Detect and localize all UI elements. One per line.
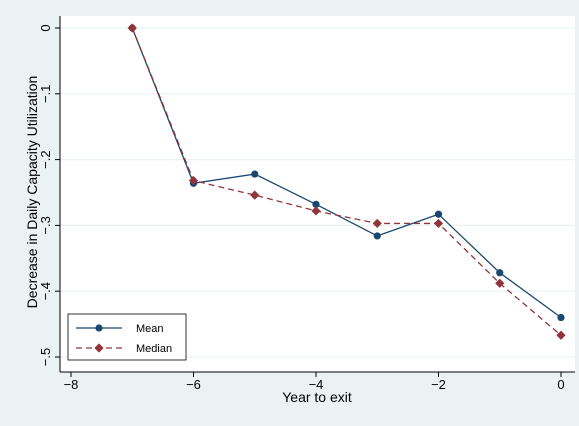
series-point-mean-5 <box>434 210 443 218</box>
x-tick-label-1: −6 <box>186 377 201 392</box>
series-point-median-2 <box>250 190 260 200</box>
y-tick-label-1: −.1 <box>38 85 53 103</box>
y-tick-label-3: −.3 <box>38 216 53 234</box>
y-tick-label-4: −.4 <box>38 282 53 300</box>
axes: 0 −.1 −.2 −.3 −.4 −.5 −8 −6 −4 −2 0 <box>38 16 575 392</box>
series-point-mean-2 <box>251 170 259 178</box>
series-point-mean-7 <box>557 313 565 322</box>
y-axis-label: Decrease in Daily Capacity Utilization <box>24 76 40 309</box>
series-point-median-7 <box>556 330 566 340</box>
y-tick-label-5: −.5 <box>38 348 53 366</box>
series-point-median-5 <box>433 218 444 229</box>
legend-marker-median <box>94 343 104 353</box>
x-tick-label-4: 0 <box>557 377 564 392</box>
x-tick-label-3: −2 <box>431 377 446 392</box>
y-tick-label-0: 0 <box>38 24 53 31</box>
legend-box <box>67 313 187 361</box>
series-point-median-6 <box>495 278 505 288</box>
legend: Mean Median <box>67 313 187 361</box>
series-line-median <box>131 27 562 336</box>
series-point-median-0 <box>127 23 137 33</box>
series-point-mean-3 <box>312 200 320 208</box>
x-axis-label: Year to exit <box>282 389 352 405</box>
legend-label-mean: Mean <box>136 323 164 335</box>
series-layer <box>127 23 566 340</box>
series-point-median-4 <box>372 218 382 229</box>
series-point-median-3 <box>311 206 321 216</box>
series-point-median-1 <box>188 176 199 186</box>
series-point-mean-4 <box>373 232 381 240</box>
x-tick-label-2: −4 <box>309 377 324 392</box>
series-line-mean <box>131 27 562 319</box>
y-tick-label-2: −.2 <box>38 150 53 168</box>
series-point-mean-6 <box>496 269 504 277</box>
x-tick-label-0: −8 <box>64 377 79 392</box>
plot-area <box>60 16 575 372</box>
legend-label-median: Median <box>136 343 172 355</box>
legend-marker-mean <box>95 324 103 332</box>
